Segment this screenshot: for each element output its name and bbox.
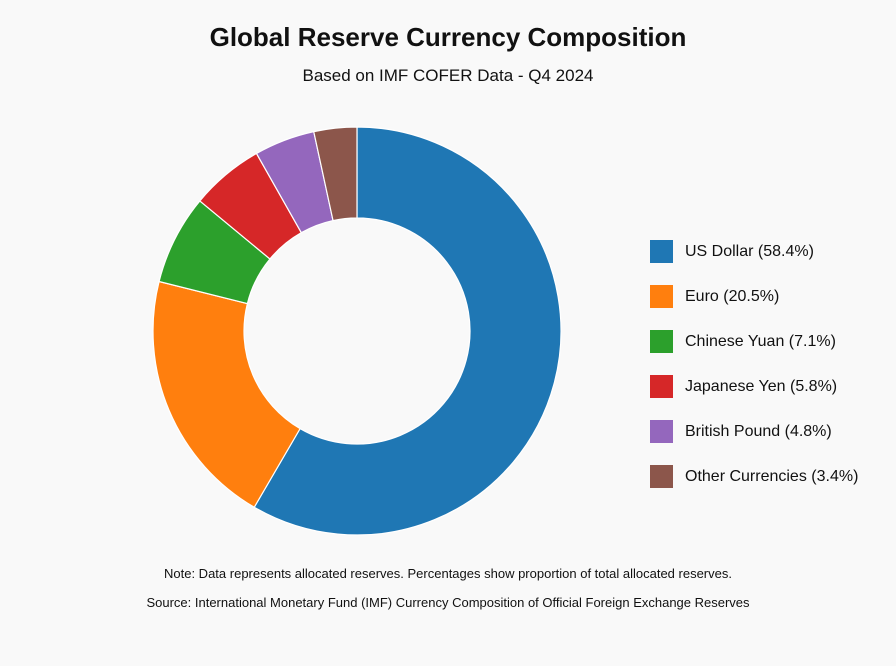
legend-item-japanese-yen[interactable]: Japanese Yen (5.8%) (650, 375, 858, 398)
legend-swatch (650, 285, 673, 308)
legend-label: US Dollar (58.4%) (685, 242, 814, 260)
legend-swatch (650, 465, 673, 488)
legend-swatch (650, 240, 673, 263)
legend-swatch (650, 375, 673, 398)
legend-item-british-pound[interactable]: British Pound (4.8%) (650, 420, 858, 443)
legend-swatch (650, 420, 673, 443)
source-note: Source: International Monetary Fund (IMF… (146, 595, 750, 610)
chart-subtitle: Based on IMF COFER Data - Q4 2024 (302, 66, 594, 85)
legend-label: British Pound (4.8%) (685, 422, 832, 440)
footnote: Note: Data represents allocated reserves… (164, 566, 732, 581)
legend-item-euro[interactable]: Euro (20.5%) (650, 285, 858, 308)
legend-item-us-dollar[interactable]: US Dollar (58.4%) (650, 240, 858, 263)
legend-item-other-currencies[interactable]: Other Currencies (3.4%) (650, 465, 858, 488)
legend-swatch (650, 330, 673, 353)
legend-label: Chinese Yuan (7.1%) (685, 332, 836, 350)
slice-other-currencies[interactable] (313, 126, 358, 222)
legend-label: Other Currencies (3.4%) (685, 467, 859, 485)
chart-title: Global Reserve Currency Composition (209, 22, 687, 52)
legend-label: Japanese Yen (5.8%) (685, 377, 838, 395)
slice-us-dollar[interactable] (253, 126, 562, 536)
slice-euro[interactable] (152, 280, 301, 509)
legend: US Dollar (58.4%) Euro (20.5%) Chinese Y… (650, 240, 858, 510)
legend-item-chinese-yuan[interactable]: Chinese Yuan (7.1%) (650, 330, 858, 353)
legend-label: Euro (20.5%) (685, 287, 780, 305)
